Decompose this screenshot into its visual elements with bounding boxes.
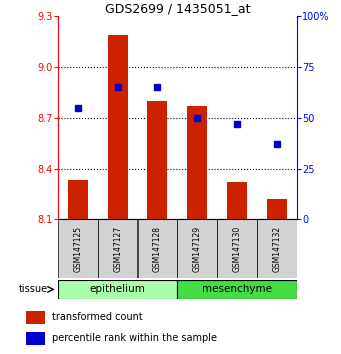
Text: mesenchyme: mesenchyme (202, 284, 272, 295)
Bar (257, 219, 297, 278)
Title: GDS2699 / 1435051_at: GDS2699 / 1435051_at (105, 2, 250, 15)
Bar (227, 182, 247, 219)
Text: GSM147127: GSM147127 (113, 225, 122, 272)
Bar (27, 332, 45, 345)
Text: GSM147129: GSM147129 (193, 225, 202, 272)
Bar (187, 106, 207, 219)
Bar (68, 181, 88, 219)
Bar (27, 311, 45, 324)
Text: GSM147125: GSM147125 (73, 225, 83, 272)
Bar (177, 280, 297, 299)
Bar (58, 219, 98, 278)
Text: epithelium: epithelium (90, 284, 146, 295)
Text: GSM147132: GSM147132 (272, 225, 281, 272)
Bar (217, 219, 257, 278)
Text: tissue: tissue (19, 284, 48, 295)
Bar (108, 35, 128, 219)
Bar (148, 101, 167, 219)
Bar (267, 199, 287, 219)
Bar (58, 280, 177, 299)
Text: GSM147128: GSM147128 (153, 226, 162, 272)
Bar (177, 219, 217, 278)
Text: transformed count: transformed count (51, 312, 142, 322)
Bar (137, 219, 177, 278)
Text: GSM147130: GSM147130 (233, 225, 241, 272)
Text: percentile rank within the sample: percentile rank within the sample (51, 333, 217, 343)
Bar (98, 219, 137, 278)
